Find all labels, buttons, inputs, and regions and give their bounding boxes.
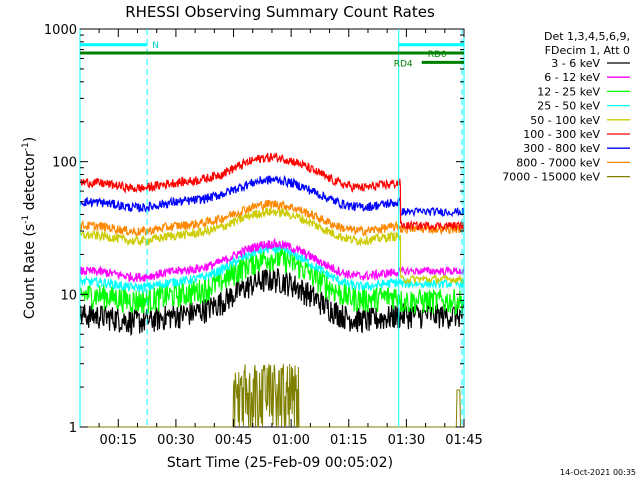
generation-timestamp: 14-Oct-2021 00:35: [560, 468, 636, 477]
legend-label-6: 300 - 800 keV: [523, 142, 600, 155]
y-axis-label-end: ): [22, 137, 38, 142]
x-tick-label-2: 00:45: [215, 433, 252, 448]
legend-label-1: 6 - 12 keV: [544, 71, 600, 84]
series-line-6: [79, 174, 465, 218]
band-label-1: RD0: [428, 50, 447, 60]
band-group: N RD0 RD4: [80, 41, 464, 69]
series-line-5: [79, 152, 465, 232]
y-axis-label-sup2: -1: [21, 142, 31, 151]
y-axis-label: Count Rate (s-1 detector-1): [21, 137, 38, 319]
y-tick-label-3: 1000: [44, 23, 77, 38]
series-line-4: [79, 207, 465, 285]
x-tick-label-3: 01:00: [272, 433, 309, 448]
series-line-1: [79, 237, 465, 283]
y-axis: 1 10 100 1000: [44, 23, 464, 436]
y-axis-label-sup1: -1: [21, 215, 31, 224]
x-tick-label-6: 01:45: [445, 433, 482, 448]
series-line-8: [80, 363, 464, 428]
y-tick-label-2: 100: [52, 156, 77, 171]
legend-label-5: 100 - 300 keV: [523, 128, 600, 141]
band-label-0: N: [152, 41, 159, 51]
x-tick-label-1: 00:30: [157, 433, 194, 448]
x-tick-label-5: 01:30: [388, 433, 425, 448]
legend-label-3: 25 - 50 keV: [537, 100, 600, 113]
legend-label-4: 50 - 100 keV: [530, 114, 600, 127]
legend-header-0: Det 1,3,4,5,6,9,: [544, 30, 630, 43]
series-line-7: [79, 199, 465, 237]
legend-label-7: 800 - 7000 keV: [516, 156, 600, 169]
x-tick-label-0: 00:15: [100, 433, 137, 448]
legend: Det 1,3,4,5,6,9,FDecim 1, Att 03 - 6 keV…: [502, 30, 630, 184]
marker-group: [79, 29, 465, 427]
legend-label-0: 3 - 6 keV: [551, 57, 600, 70]
series-line-0: [79, 268, 465, 337]
y-axis-label-mid: detector: [22, 151, 38, 215]
x-tick-label-4: 01:15: [330, 433, 367, 448]
y-axis-label-main: Count Rate (s: [22, 224, 38, 319]
x-axis-label: Start Time (25-Feb-09 00:05:02): [167, 455, 393, 471]
legend-label-2: 12 - 25 keV: [537, 85, 600, 98]
y-tick-label-0: 1: [69, 421, 77, 436]
x-axis: 00:15 00:30 00:45 01:00 01:15 01:30 01:45: [98, 29, 483, 448]
chart-title: RHESSI Observing Summary Count Rates: [125, 3, 435, 21]
legend-header-1: FDecim 1, Att 0: [545, 44, 630, 57]
series-group: [79, 152, 465, 428]
series-line-2: [79, 246, 465, 317]
legend-label-8: 7000 - 15000 keV: [502, 171, 600, 184]
series-line-3: [79, 243, 465, 294]
band-label-2: RD4: [394, 59, 413, 69]
y-tick-label-1: 10: [60, 288, 77, 303]
